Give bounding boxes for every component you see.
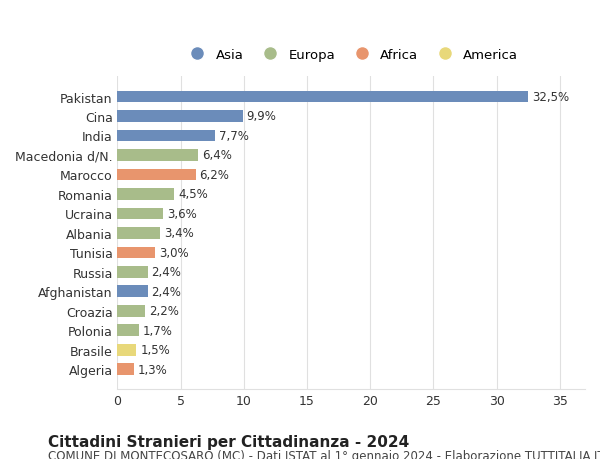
Text: 1,3%: 1,3% [138, 363, 167, 376]
Text: COMUNE DI MONTECOSARO (MC) - Dati ISTAT al 1° gennaio 2024 - Elaborazione TUTTIT: COMUNE DI MONTECOSARO (MC) - Dati ISTAT … [48, 449, 600, 459]
Text: 2,4%: 2,4% [152, 266, 181, 279]
Bar [118, 305, 145, 317]
Text: 2,2%: 2,2% [149, 305, 179, 318]
Text: 3,0%: 3,0% [159, 246, 189, 259]
Bar [118, 266, 148, 278]
Bar [118, 286, 148, 297]
Text: 1,5%: 1,5% [140, 343, 170, 357]
Bar [118, 169, 196, 181]
Bar [118, 364, 134, 375]
Text: 3,6%: 3,6% [167, 207, 197, 220]
Text: 3,4%: 3,4% [164, 227, 194, 240]
Text: 2,4%: 2,4% [152, 285, 181, 298]
Text: 6,4%: 6,4% [202, 149, 232, 162]
Bar [118, 228, 160, 239]
Text: 6,2%: 6,2% [200, 168, 229, 182]
Bar [118, 189, 175, 200]
Text: 1,7%: 1,7% [143, 324, 173, 337]
Bar [118, 130, 215, 142]
Text: 4,5%: 4,5% [178, 188, 208, 201]
Bar [118, 325, 139, 336]
Text: Cittadini Stranieri per Cittadinanza - 2024: Cittadini Stranieri per Cittadinanza - 2… [48, 434, 409, 449]
Text: 7,7%: 7,7% [218, 130, 248, 143]
Text: 32,5%: 32,5% [532, 91, 569, 104]
Bar [118, 208, 163, 220]
Bar [118, 111, 242, 123]
Bar [118, 247, 155, 259]
Bar [118, 91, 528, 103]
Bar [118, 344, 136, 356]
Legend: Asia, Europa, Africa, America: Asia, Europa, Africa, America [179, 43, 524, 67]
Bar [118, 150, 199, 162]
Text: 9,9%: 9,9% [247, 110, 276, 123]
